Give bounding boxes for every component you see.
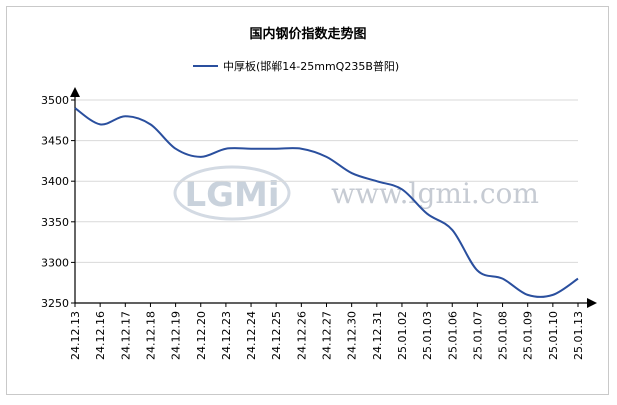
x-axis-arrow <box>587 298 597 308</box>
x-tick-label: 25.01.13 <box>572 311 585 360</box>
x-tick-label: 24.12.19 <box>170 311 183 360</box>
x-tick-label: 25.01.08 <box>497 311 510 360</box>
x-tick-label: 24.12.30 <box>346 311 359 360</box>
x-tick-label: 24.12.13 <box>69 311 82 360</box>
y-tick-label: 3500 <box>41 94 69 107</box>
x-tick-label: 24.12.18 <box>144 311 157 360</box>
x-tick-label: 25.01.10 <box>547 311 560 360</box>
x-axis-ticks: 24.12.13 24.12.16 24.12.17 24.12.18 24.12.19… <box>69 303 585 360</box>
y-tick-label: 3450 <box>41 135 69 148</box>
x-tick-label: 24.12.23 <box>220 311 233 360</box>
x-tick-label: 24.12.31 <box>371 311 384 360</box>
x-tick-label: 24.12.20 <box>195 311 208 360</box>
x-tick-label: 24.12.26 <box>295 311 308 360</box>
watermark: LGMi www.lgmi.com <box>173 165 539 221</box>
y-tick-label: 3250 <box>41 297 69 310</box>
x-tick-label: 25.01.02 <box>396 311 409 360</box>
legend-series-label: 中厚板(邯郸14-25mmQ235B普阳) <box>223 59 399 73</box>
y-tick-label: 3300 <box>41 256 69 269</box>
y-axis-arrow <box>70 87 80 97</box>
axes <box>70 87 597 308</box>
x-tick-label: 24.12.17 <box>119 311 132 360</box>
y-tick-label: 3350 <box>41 216 69 229</box>
y-axis-ticks: 3250 3300 3350 3400 3450 3500 <box>41 94 75 310</box>
legend: 中厚板(邯郸14-25mmQ235B普阳) <box>193 59 399 73</box>
watermark-logo-ring <box>173 165 291 221</box>
series-line <box>74 107 579 298</box>
y-tick-label: 3400 <box>41 175 69 188</box>
x-tick-label: 24.12.16 <box>94 311 107 360</box>
x-tick-label: 24.12.27 <box>321 311 334 360</box>
x-tick-label: 25.01.07 <box>471 311 484 360</box>
chart-frame <box>6 6 609 395</box>
x-tick-label: 25.01.09 <box>522 311 535 360</box>
x-tick-label: 24.12.25 <box>270 311 283 360</box>
x-tick-label: 25.01.06 <box>446 311 459 360</box>
watermark-url: www.lgmi.com <box>331 177 539 210</box>
grid <box>75 99 578 263</box>
x-tick-label: 25.01.03 <box>421 311 434 360</box>
chart-title: 国内钢价指数走势图 <box>249 26 366 42</box>
x-tick-label: 24.12.24 <box>245 311 258 360</box>
